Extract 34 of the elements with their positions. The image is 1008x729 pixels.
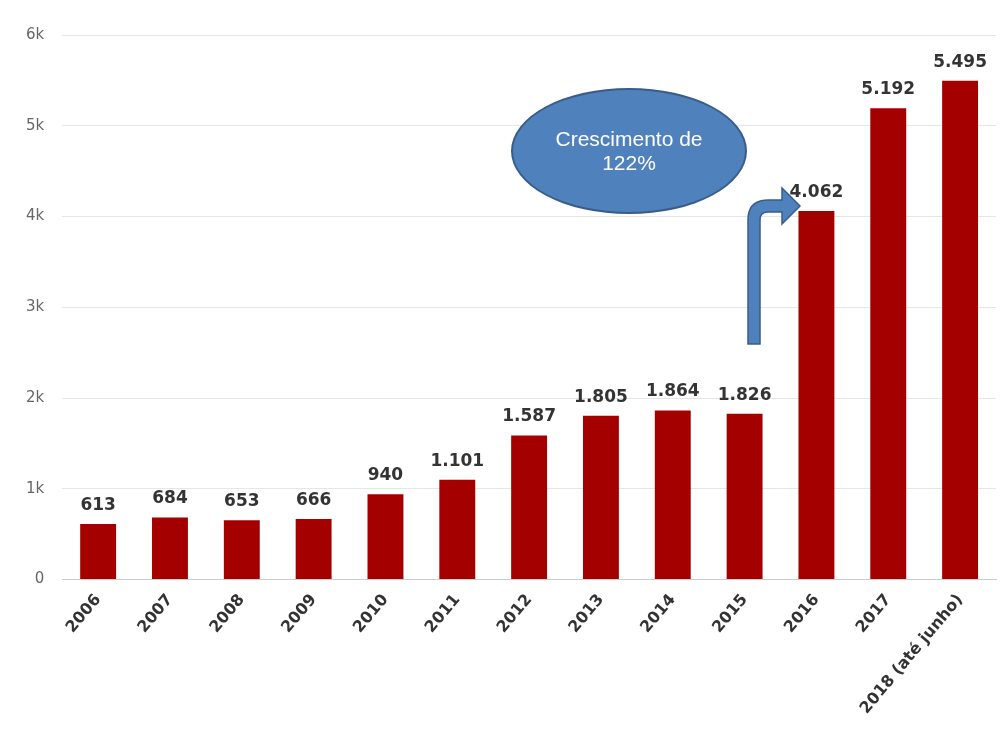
data-label: 613 [80,493,116,514]
data-label: 1.101 [430,449,485,470]
bar [870,108,907,580]
data-label: 684 [152,487,188,508]
y-tick-label: 4k [26,206,45,225]
data-label: 1.587 [502,405,557,426]
bar [295,519,332,580]
data-label: 653 [224,490,260,511]
bar [582,415,619,580]
bar [223,520,260,580]
y-tick-label: 6k [26,24,45,43]
data-label: 1.805 [574,385,628,406]
data-label: 1.864 [645,380,700,401]
data-label: 5.495 [933,50,987,71]
ellipse-callout: Crescimento de 122% [511,88,747,214]
bar [367,494,404,580]
data-label: 4.062 [789,180,844,201]
data-label: 666 [295,489,332,510]
bar [80,523,117,580]
bar [942,80,979,580]
bar [726,413,763,580]
y-tick-label: 1k [26,478,45,497]
y-tick-label: 5k [26,115,45,134]
data-label: 1.826 [717,383,772,404]
data-label: 5.192 [861,78,916,99]
bar [798,210,835,580]
bar [654,410,691,580]
bar [439,479,476,580]
data-label: 940 [367,464,404,485]
y-tick-label: 3k [26,297,45,316]
bar [152,517,188,580]
y-tick-label: 0 [34,569,45,588]
y-tick-label: 2k [26,387,45,406]
bar [511,435,548,580]
